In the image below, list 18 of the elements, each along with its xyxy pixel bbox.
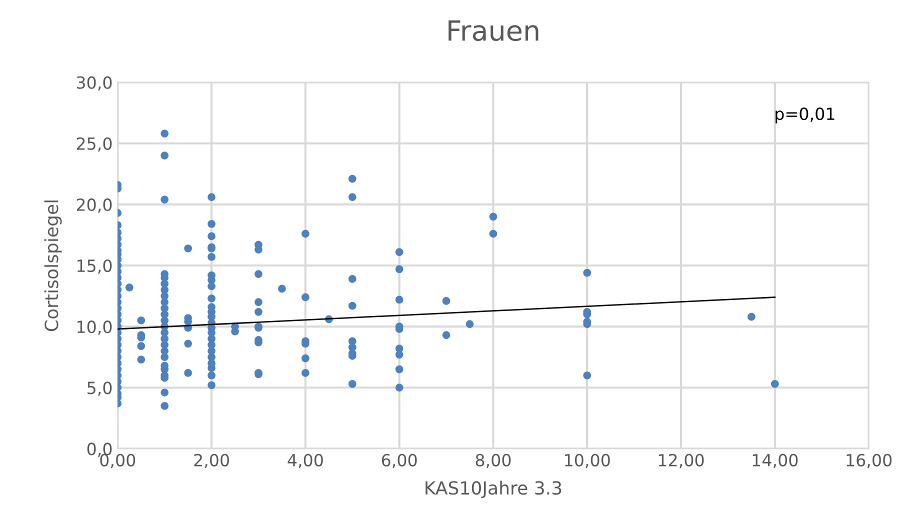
x-tick-label: 14,00 [752, 454, 798, 468]
y-tick-label: 10,0 [78, 320, 112, 335]
x-axis-title: KAS10Jahre 3.3 [426, 480, 562, 498]
y-tick-label: 5,0 [88, 382, 112, 396]
y-tick-label: 20,0 [76, 198, 112, 213]
x-tick-label: 10,00 [565, 454, 610, 468]
x-tick-label: 12,00 [658, 454, 704, 468]
x-tick-label: 8,00 [476, 454, 511, 468]
y-tick-label: 15,0 [78, 259, 112, 274]
x-tick-label: 16,00 [846, 454, 892, 468]
chart-title: Frauen [448, 20, 538, 42]
y-axis-title: Cortisolspiegel [44, 200, 62, 332]
x-tick-label: 6,00 [382, 454, 417, 468]
annotation: p=0,01 [776, 108, 834, 124]
y-tick-label: 30,0 [76, 76, 112, 91]
y-tick-label: 25,0 [76, 137, 112, 152]
x-tick-label: 4,00 [288, 454, 323, 468]
x-tick-label: 2,00 [194, 454, 229, 468]
